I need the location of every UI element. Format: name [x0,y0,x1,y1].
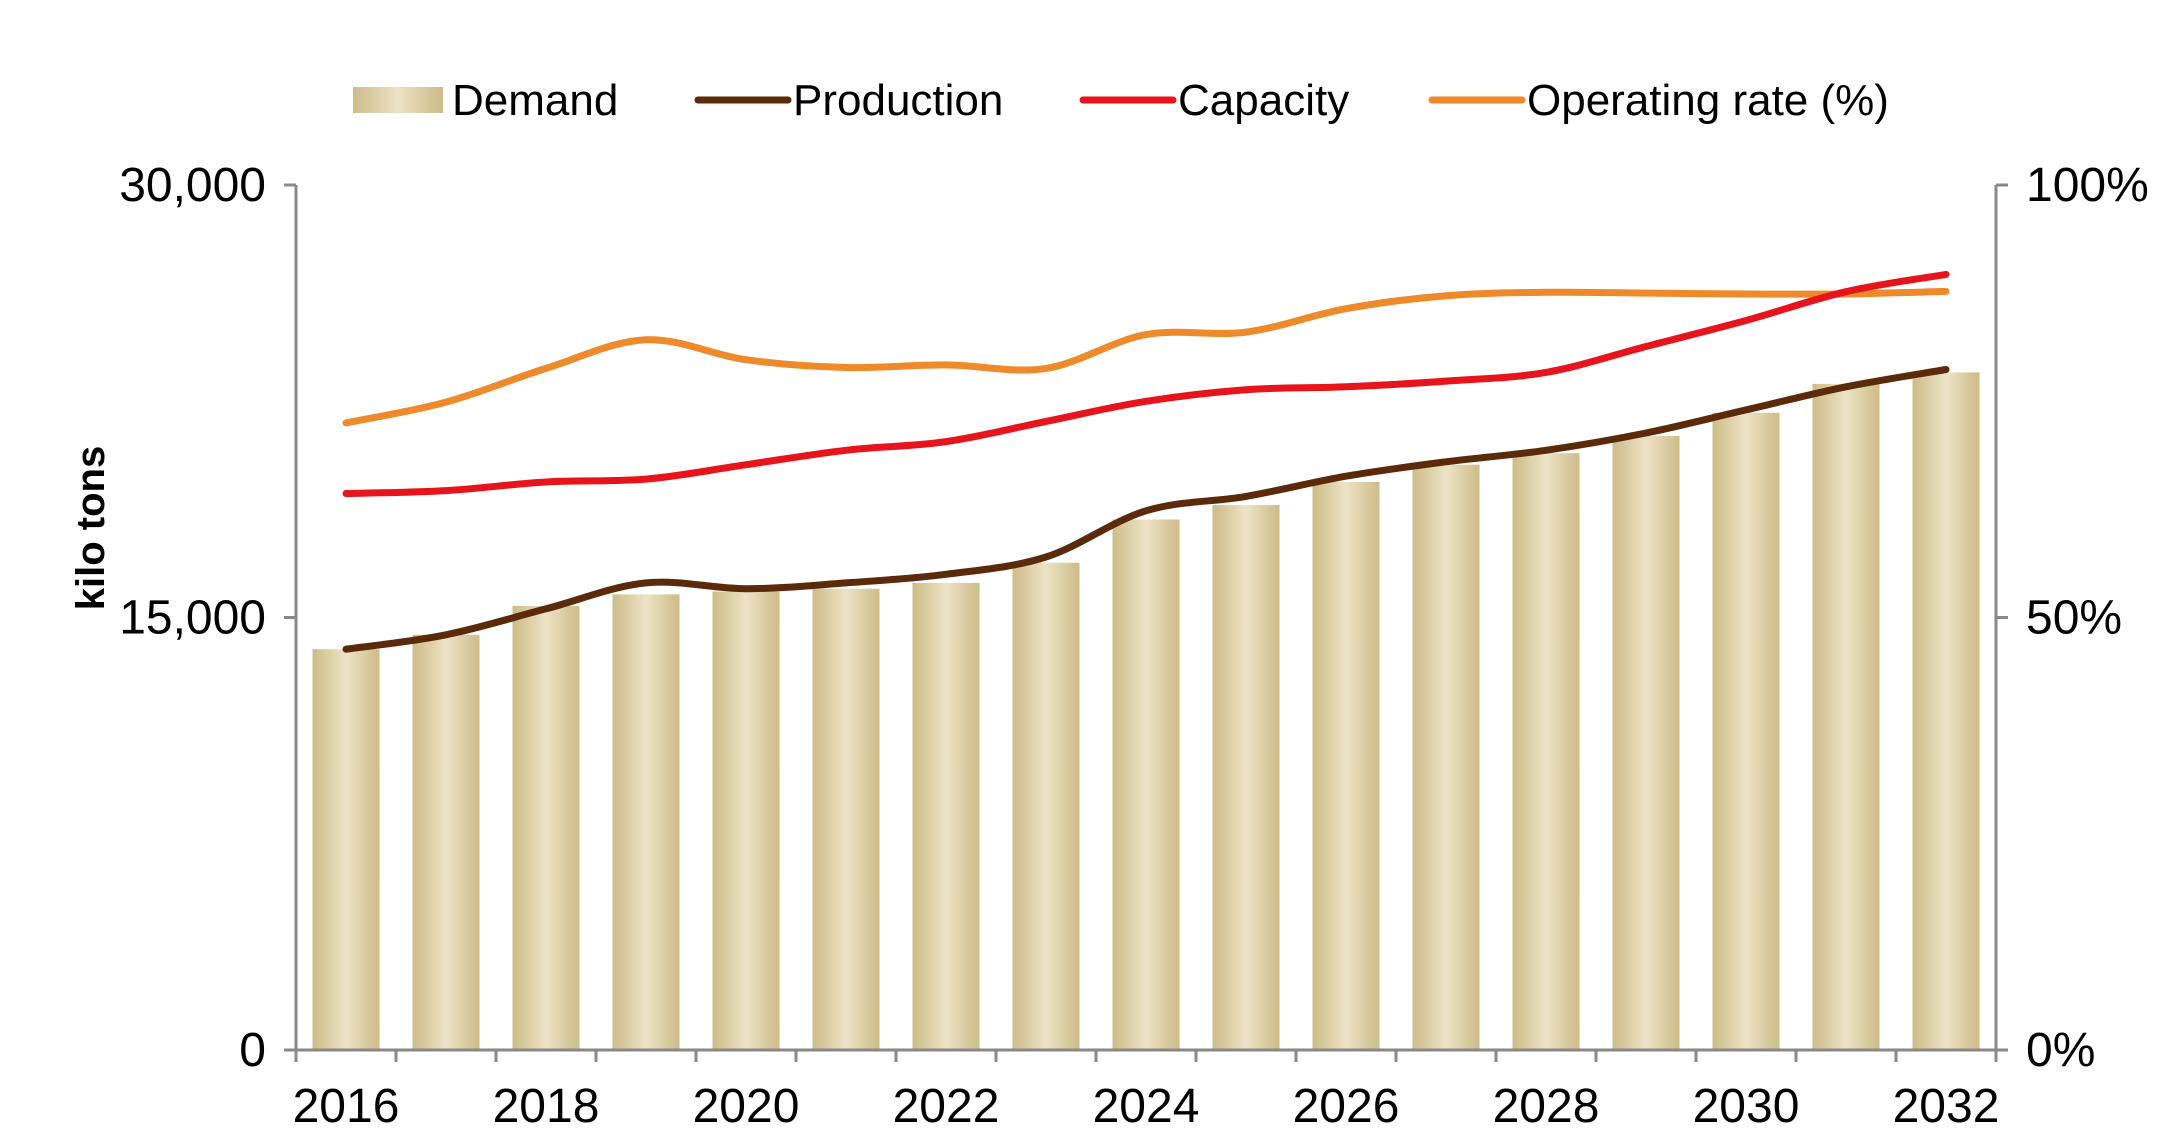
legend-label-production: Production [793,76,1003,125]
bar-demand-2027 [1412,464,1480,1050]
y-tick-label-right-1: 50% [2026,592,2122,645]
legend-label-demand: Demand [452,76,618,125]
y-tick-label-left-2: 30,000 [119,159,266,212]
x-tick-label-2018: 2018 [493,1080,600,1133]
x-tick-label-2016: 2016 [293,1080,400,1133]
x-tick-label-2020: 2020 [693,1080,800,1133]
legend-label-capacity: Capacity [1178,76,1349,125]
line-capacity [342,270,1950,497]
tick-labels: 0 15,000 30,000 0% 50% 100% 2016 2018 2020 2022 20… [119,159,2149,1133]
x-tick-label-2026: 2026 [1293,1080,1400,1133]
y-tick-label-left-0: 0 [239,1024,266,1077]
legend-swatch-demand [353,87,443,113]
x-tick-label-2030: 2030 [1693,1080,1800,1133]
y-tick-label-right-0: 0% [2026,1024,2095,1077]
x-tick-label-2022: 2022 [893,1080,1000,1133]
bar-demand-2021 [812,588,880,1050]
demand-bars [312,372,1980,1050]
x-tick-label-2028: 2028 [1493,1080,1600,1133]
bar-demand-2022 [912,582,980,1050]
legend-label-operating-rate: Operating rate (%) [1527,76,1889,125]
bar-demand-2017 [412,634,480,1050]
line-production [342,366,1950,653]
bar-demand-2025 [1212,505,1280,1050]
bar-demand-2018 [512,606,580,1050]
bar-demand-2024 [1112,519,1180,1050]
y-tick-label-right-2: 100% [2026,159,2149,212]
x-tick-label-2032: 2032 [1893,1080,2000,1133]
series-lines [342,270,1950,653]
bar-demand-2028 [1512,453,1580,1050]
bar-demand-2029 [1612,435,1680,1050]
bar-demand-2020 [712,591,780,1050]
bar-demand-2016 [312,649,380,1050]
y-axis-label: kilo tons [69,446,113,610]
bar-demand-2032 [1912,372,1980,1050]
x-tick-label-2024: 2024 [1093,1080,1200,1133]
bar-demand-2023 [1012,562,1080,1050]
bar-demand-2026 [1312,482,1380,1050]
bar-demand-2030 [1712,412,1780,1050]
axes [284,183,2008,1062]
y-tick-label-left-1: 15,000 [119,592,266,645]
bar-demand-2031 [1812,383,1880,1050]
line-operating-rate [342,287,1950,427]
bar-demand-2019 [612,594,680,1050]
legend: Demand Production Capacity Operating rat… [353,76,1889,125]
